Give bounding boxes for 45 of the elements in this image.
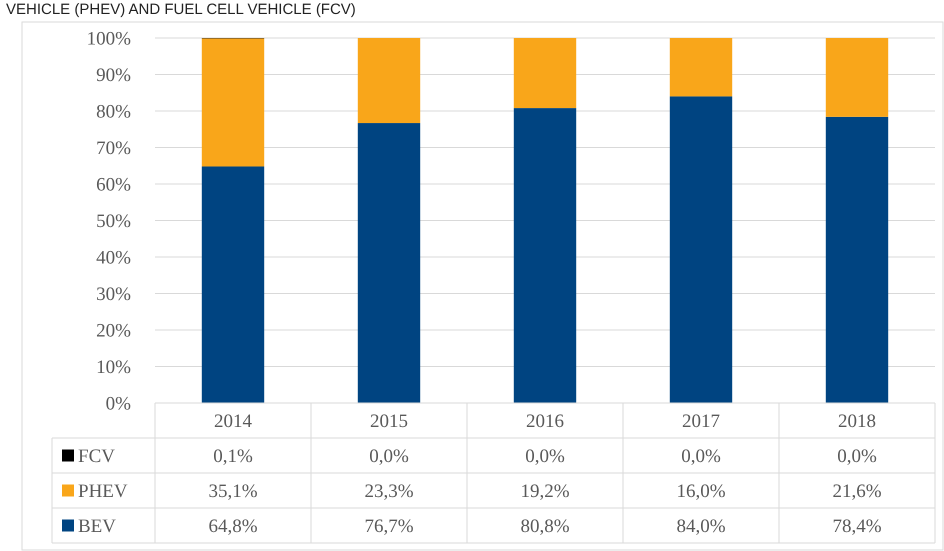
data-label: 80,8% (520, 516, 570, 538)
bar (826, 38, 888, 117)
y-tick-label: 90% (96, 65, 132, 86)
bar (358, 123, 420, 403)
legend-label: BEV (78, 516, 116, 538)
data-label: 76,7% (364, 516, 414, 538)
x-tick-label: 2016 (526, 411, 564, 432)
y-tick-label: 60% (96, 174, 132, 196)
y-tick-label: 10% (96, 357, 132, 378)
data-label: 0,0% (525, 446, 565, 468)
legend-label: PHEV (78, 481, 128, 502)
bar (202, 38, 264, 166)
y-tick-label: 30% (96, 284, 132, 306)
bar (670, 38, 732, 96)
data-label: 0,0% (681, 446, 721, 468)
data-label: 21,6% (832, 481, 882, 502)
bar (514, 38, 576, 108)
y-tick-label: 40% (96, 248, 132, 269)
data-label: 84,0% (676, 516, 726, 538)
x-tick-label: 2014 (214, 411, 252, 432)
bar (514, 108, 576, 403)
data-label: 19,2% (520, 481, 570, 502)
data-label: 78,4% (832, 516, 882, 538)
y-tick-label: 100% (86, 28, 132, 50)
bar (670, 96, 732, 403)
y-tick-label: 80% (96, 102, 132, 123)
y-tick-label: 70% (96, 138, 132, 160)
bar (826, 116, 888, 403)
x-tick-label: 2017 (682, 411, 720, 432)
chart-title: VEHICLE (PHEV) AND FUEL CELL VEHICLE (FCV) (6, 1, 356, 18)
data-label: 64,8% (208, 516, 258, 538)
data-label: 0,1% (213, 446, 253, 468)
data-label: 16,0% (676, 481, 726, 502)
x-tick-label: 2015 (370, 411, 408, 432)
x-tick-label: 2018 (838, 411, 876, 432)
legend-label: FCV (78, 446, 116, 468)
data-label: 0,0% (369, 446, 409, 468)
y-tick-label: 20% (96, 320, 132, 342)
data-label: 23,3% (364, 481, 414, 502)
data-label: 0,0% (837, 446, 877, 468)
data-label: 35,1% (208, 481, 258, 502)
bar (202, 166, 264, 403)
y-tick-label: 0% (106, 394, 132, 415)
y-tick-label: 50% (96, 211, 132, 232)
bar (358, 38, 420, 124)
